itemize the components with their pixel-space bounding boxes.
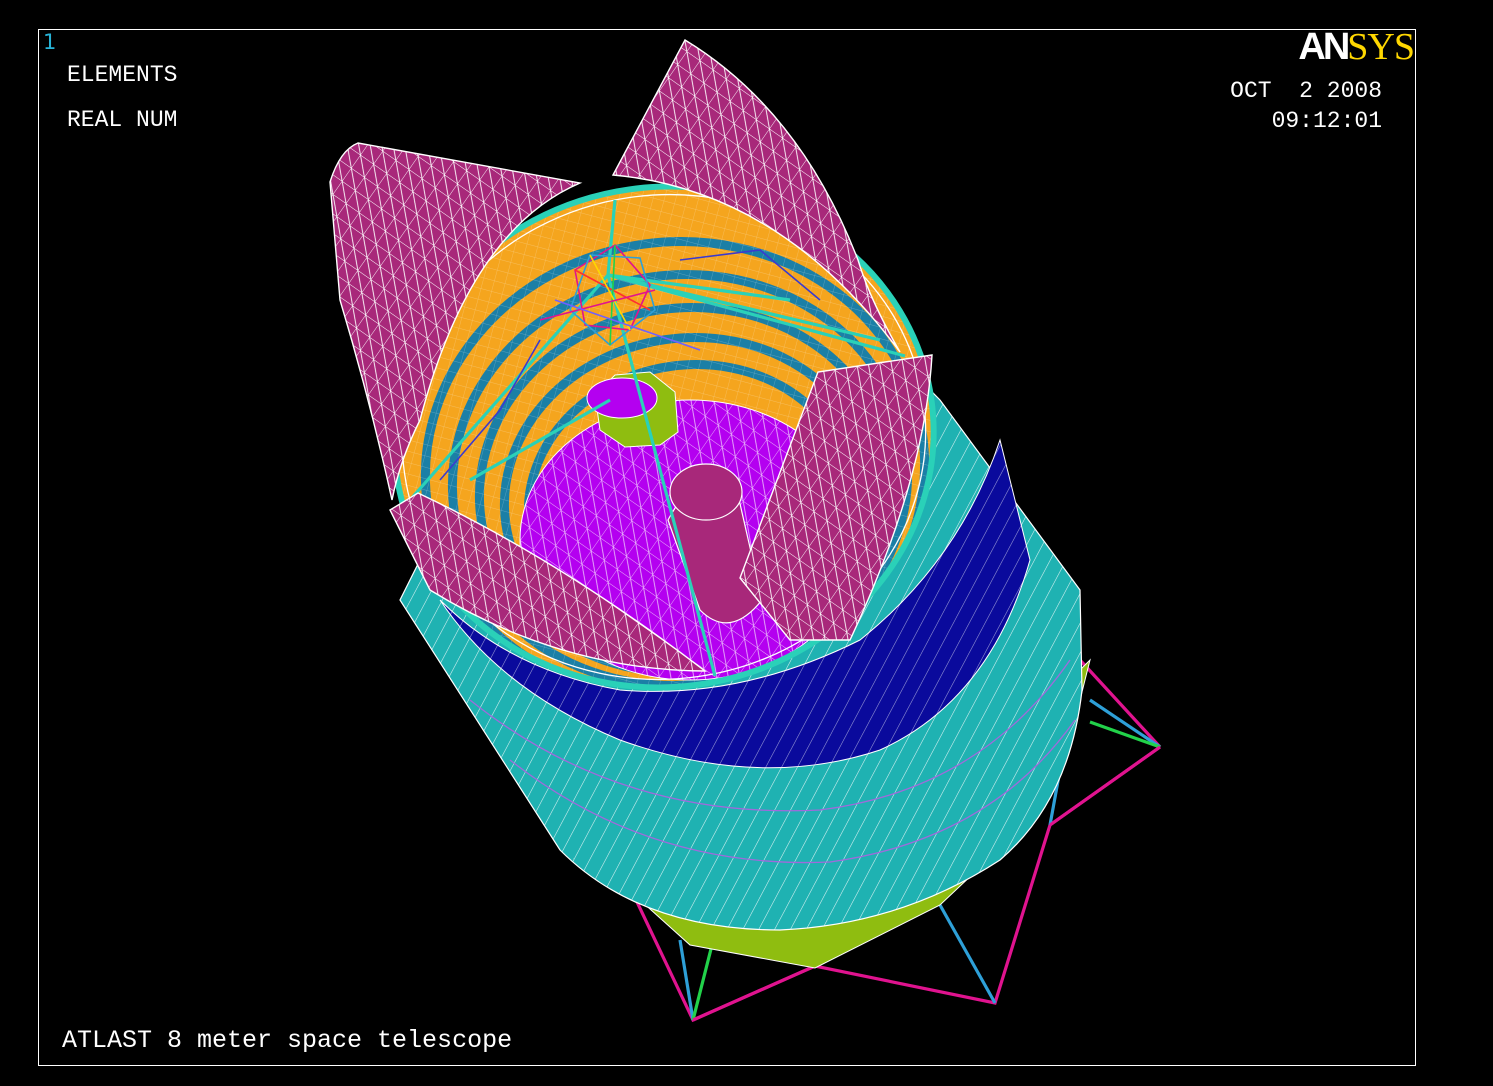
graphics-viewport[interactable] (38, 29, 1416, 1066)
instrument-truss (439, 243, 821, 481)
logo-sys: SYS (1347, 26, 1415, 68)
ansys-logo: ANSYS (1298, 26, 1415, 68)
sunshade-petals (329, 39, 933, 672)
plot-title: ATLAST 8 meter space telescope (62, 1026, 513, 1055)
logo-an: AN (1298, 26, 1350, 68)
window-number: 1 (43, 30, 57, 54)
legend-elements: ELEMENTS (67, 62, 178, 88)
central-baffle (586, 371, 763, 624)
legend-real-num: REAL NUM (67, 107, 178, 133)
plot-date: OCT 2 2008 (1230, 78, 1382, 104)
plot-time: 09:12:01 (1271, 108, 1382, 134)
spider-struts (408, 199, 906, 677)
